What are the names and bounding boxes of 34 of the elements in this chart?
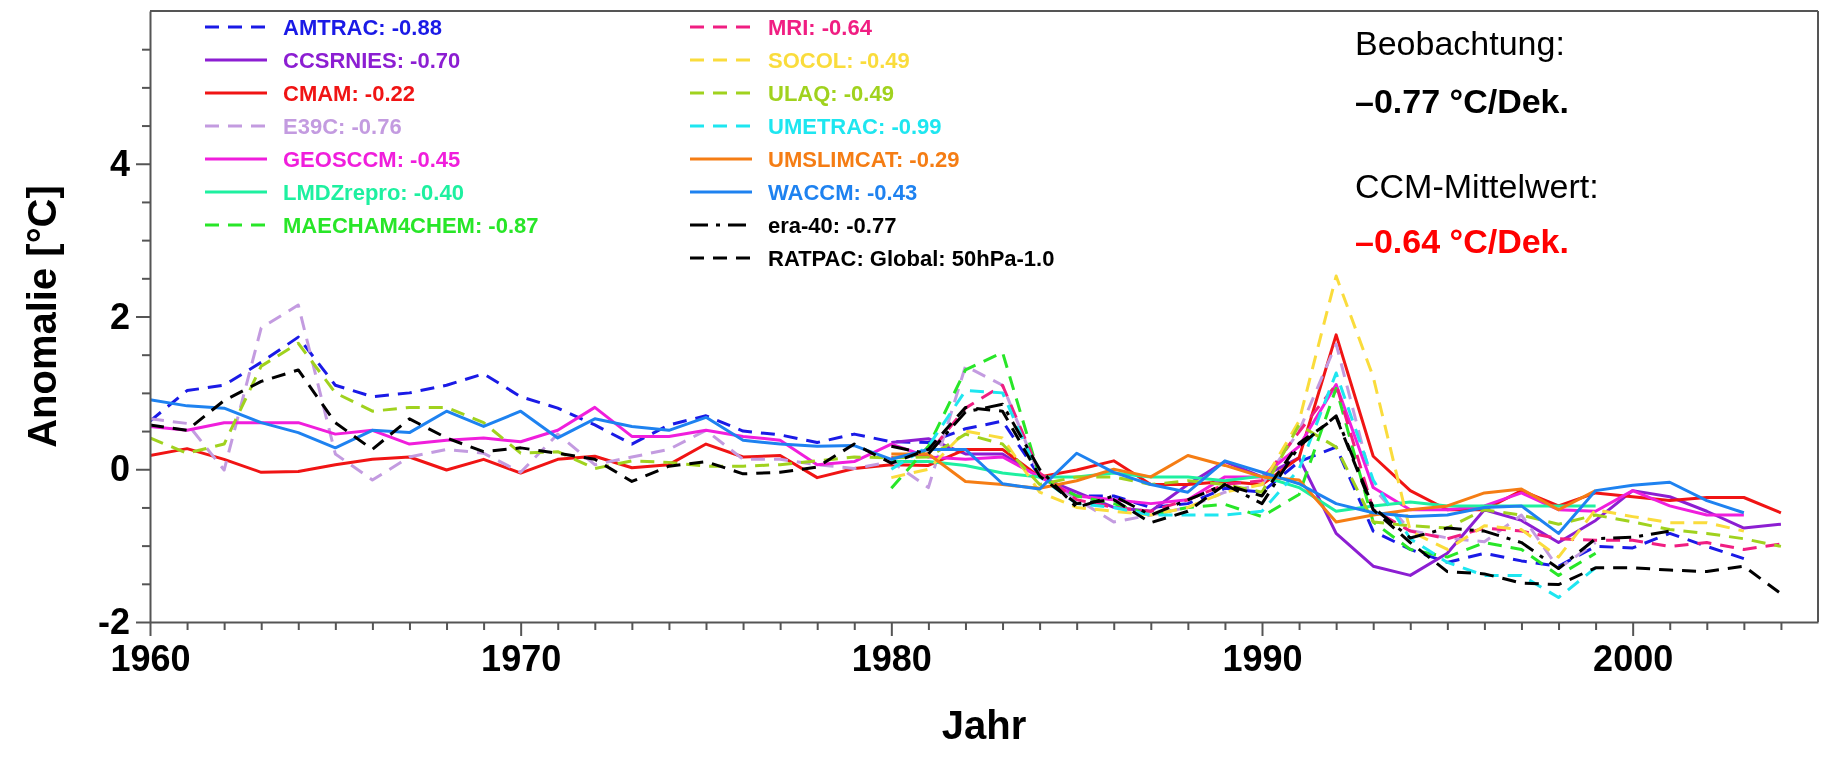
legend-label: era-40: -0.77 <box>768 212 897 238</box>
annotation: –0.64 °C/Dek. <box>1355 222 1569 260</box>
y-tick-label: 0 <box>109 448 130 490</box>
x-tick-label: 1980 <box>851 637 932 679</box>
annotation: CCM-Mittelwert: <box>1355 167 1599 205</box>
legend-label: CMAM: -0.22 <box>283 80 416 106</box>
legend-label: RATPAC: Global: 50hPa-1.0 <box>768 245 1055 271</box>
annotation: Beobachtung: <box>1355 24 1565 62</box>
legend-label: ULAQ: -0.49 <box>768 80 894 106</box>
line-series <box>150 303 1598 571</box>
line-series <box>889 402 1672 571</box>
y-axis-title: Anomalie [°C] <box>20 185 64 448</box>
x-tick-label: 1990 <box>1222 637 1303 679</box>
legend-label: MRI: -0.64 <box>768 14 873 40</box>
legend-label: SOCOL: -0.49 <box>768 47 910 73</box>
line-series <box>150 398 1746 535</box>
legend-label: CCSRNIES: -0.70 <box>283 47 461 73</box>
annotation: –0.77 °C/Dek. <box>1355 82 1569 120</box>
legend-label: GEOSCCM: -0.45 <box>283 146 461 172</box>
legend-label: WACCM: -0.43 <box>768 179 918 205</box>
legend-label: MAECHAM4CHEM: -0.87 <box>283 212 539 238</box>
legend-label: AMTRAC: -0.88 <box>283 14 442 40</box>
legend-label: LMDZrepro: -0.40 <box>283 179 464 205</box>
legend-label: E39C: -0.76 <box>283 113 402 139</box>
line-series <box>150 368 1783 596</box>
y-tick-label: 4 <box>109 142 130 184</box>
legend-label: UMETRAC: -0.99 <box>768 113 942 139</box>
x-tick-label: 1970 <box>481 637 562 679</box>
legend-label: UMSLIMCAT: -0.29 <box>768 146 960 172</box>
x-tick-label: 2000 <box>1593 637 1674 679</box>
x-axis-title: Jahr <box>941 703 1027 747</box>
y-tick-label: 2 <box>109 295 130 337</box>
line-series <box>889 274 1746 559</box>
line-series <box>889 371 1598 600</box>
